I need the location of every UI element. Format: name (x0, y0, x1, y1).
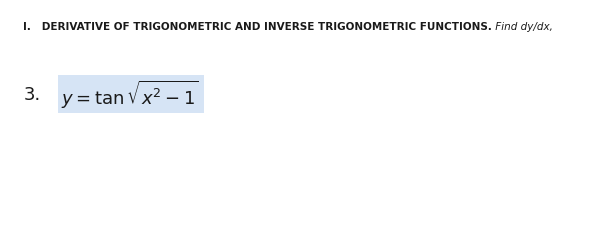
Text: $y = \tan \sqrt{x^2-1}$: $y = \tan \sqrt{x^2-1}$ (61, 79, 199, 111)
FancyBboxPatch shape (58, 76, 204, 114)
Text: Find dy/dx,: Find dy/dx, (492, 22, 553, 32)
Text: I.   DERIVATIVE OF TRIGONOMETRIC AND INVERSE TRIGONOMETRIC FUNCTIONS.: I. DERIVATIVE OF TRIGONOMETRIC AND INVER… (23, 22, 492, 32)
Text: 3.: 3. (23, 86, 40, 104)
